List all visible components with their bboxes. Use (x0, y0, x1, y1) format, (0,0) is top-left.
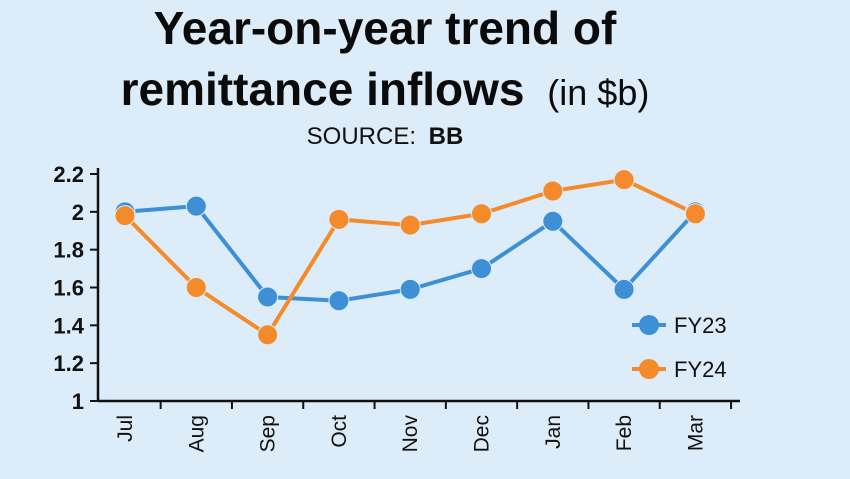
data-point-fy24 (471, 203, 492, 225)
legend: FY23 FY24 (632, 313, 727, 382)
series-lines (123, 177, 697, 337)
data-point-fy24 (114, 205, 136, 227)
y-tick-label: 1.8 (53, 238, 84, 263)
chart-title-line1: Year-on-year trend of (154, 2, 617, 54)
data-point-fy23 (542, 210, 564, 232)
data-point-fy24 (684, 203, 706, 225)
x-tick-label: Jul (114, 415, 137, 442)
chart-title-main: remittance inflows (121, 63, 525, 115)
x-tick-label: Feb (613, 415, 636, 451)
y-tick-label: 2 (72, 200, 84, 225)
source-label: SOURCE: (307, 123, 416, 150)
data-point-fy24 (613, 169, 635, 191)
x-tick-label: Sep (257, 415, 280, 452)
data-point-fy23 (613, 278, 635, 300)
source-line: SOURCE: BB (307, 123, 464, 150)
x-tick-label: Nov (399, 415, 422, 453)
data-point-fy24 (185, 277, 207, 298)
data-point-fy23 (257, 286, 279, 308)
y-tick-label: 1 (72, 389, 84, 414)
legend-label-fy23: FY23 (674, 313, 727, 338)
y-tick-label: 1.2 (53, 351, 84, 376)
data-point-fy23 (399, 278, 421, 300)
chart-title-unit: (in $b) (547, 72, 649, 113)
x-tick-label: Dec (471, 415, 494, 452)
legend-label-fy24: FY24 (674, 357, 727, 382)
data-point-fy24 (257, 324, 279, 346)
legend-marker-fy24 (639, 359, 659, 379)
data-point-fy23 (471, 258, 492, 280)
data-point-fy24 (328, 208, 350, 230)
x-tick-label: Mar (684, 415, 707, 451)
series-points (114, 169, 706, 346)
data-point-fy24 (542, 180, 564, 202)
data-point-fy23 (185, 195, 207, 217)
chart-title-line2: remittance inflows (in $b) (121, 63, 650, 115)
x-tick-label: Jan (542, 415, 565, 449)
x-tick-label: Aug (185, 415, 208, 452)
data-point-fy24 (399, 214, 421, 236)
y-tick-label: 1.6 (53, 276, 84, 301)
series-line-fy24 (123, 177, 697, 337)
data-point-fy23 (328, 290, 350, 312)
y-tick-label: 1.4 (53, 313, 84, 338)
y-tick-label: 2.2 (53, 162, 84, 187)
x-tick-label: Oct (328, 415, 351, 448)
source-value: BB (429, 123, 464, 150)
axes: 2.2 2 1.8 1.6 1.4 1.2 1 Jul Aug Sep Oct Nov Dec Jan Fe… (53, 162, 740, 452)
legend-marker-fy23 (639, 315, 659, 335)
